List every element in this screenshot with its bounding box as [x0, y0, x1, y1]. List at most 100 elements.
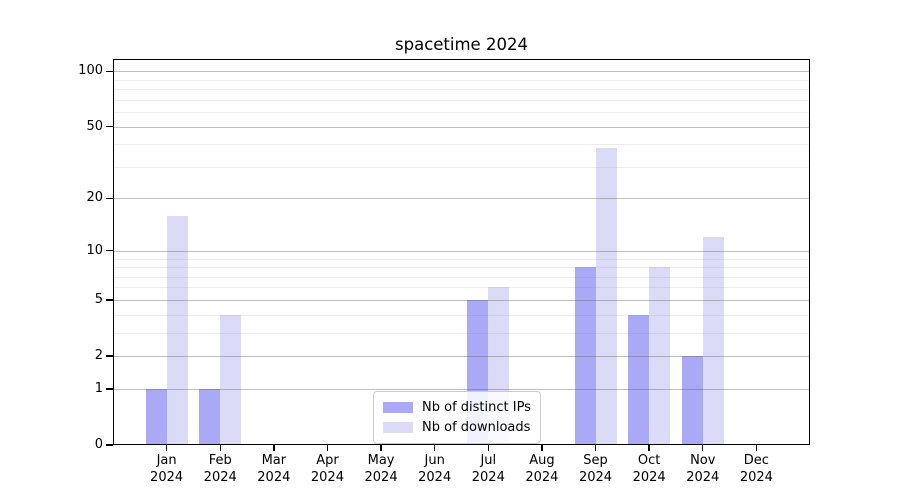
- y-axis: 0 1 2 5 10 20 50 100: [0, 0, 113, 500]
- y-tick-label: 1: [94, 380, 103, 396]
- month-label: Oct: [637, 453, 661, 468]
- month-label: Jan: [156, 453, 177, 468]
- year-label: 2024: [418, 469, 452, 485]
- year-label: 2024: [257, 469, 291, 485]
- legend-swatch: [383, 401, 413, 413]
- major-gridline: [113, 198, 810, 200]
- x-tick-mark: [487, 445, 489, 451]
- minor-gridline: [113, 99, 810, 101]
- minor-gridline: [113, 267, 810, 269]
- minor-gridline: [113, 112, 810, 114]
- major-gridline: [113, 388, 810, 390]
- year-label: 2024: [310, 469, 344, 485]
- x-tick-label: Feb 2024: [193, 453, 247, 486]
- year-label: 2024: [578, 469, 613, 485]
- legend-item: Nb of downloads: [383, 417, 531, 437]
- legend-label: Nb of distinct IPs: [422, 399, 531, 415]
- bar-distinct-ips-nov: [681, 356, 703, 445]
- x-tick-label: Oct 2024: [622, 453, 676, 486]
- minor-gridline: [113, 287, 810, 289]
- x-tick-label: Jan 2024: [140, 453, 194, 486]
- year-label: 2024: [525, 469, 559, 485]
- x-tick-label: Dec 2024: [730, 453, 784, 486]
- x-tick-mark: [380, 445, 382, 451]
- minor-gridline: [113, 276, 810, 278]
- x-tick-mark: [594, 445, 597, 451]
- legend: Nb of distinct IPs Nb of downloads: [373, 391, 541, 444]
- x-tick-label: Aug 2024: [515, 453, 569, 486]
- y-tick-mark: [106, 197, 113, 200]
- chart-title: spacetime 2024: [395, 35, 528, 54]
- bar-downloads-feb: [220, 314, 242, 445]
- major-gridline: [113, 299, 810, 301]
- legend-item: Nb of distinct IPs: [383, 397, 531, 417]
- minor-gridline: [113, 258, 810, 260]
- major-gridline: [113, 250, 810, 252]
- y-tick-mark: [106, 444, 113, 446]
- major-gridline: [113, 126, 810, 128]
- x-tick-mark: [648, 445, 650, 451]
- month-label: Mar: [261, 453, 287, 468]
- x-tick-mark: [541, 445, 543, 451]
- plot-area: [113, 59, 810, 445]
- year-label: 2024: [364, 469, 398, 485]
- bar-downloads-sep: [595, 148, 617, 445]
- bars-layer: [113, 59, 810, 445]
- y-tick-label: 0: [94, 437, 103, 452]
- year-label: 2024: [686, 469, 720, 485]
- minor-gridline: [113, 89, 810, 91]
- bar-distinct-ips-oct: [628, 314, 650, 445]
- year-label: 2024: [739, 469, 773, 485]
- x-axis: Jan 2024 Feb 2024 Mar 2024 Apr 2024 May 2024 Jun 20…: [113, 445, 810, 500]
- legend-label: Nb of downloads: [422, 419, 531, 435]
- year-label: 2024: [471, 469, 505, 485]
- month-label: Dec: [743, 453, 769, 468]
- month-label: Jun: [424, 453, 445, 468]
- y-tick-label: 10: [86, 242, 103, 258]
- legend-swatch: [383, 421, 413, 433]
- bar-downloads-jan: [166, 215, 188, 445]
- x-tick-mark: [219, 445, 221, 451]
- x-tick-mark: [326, 445, 329, 451]
- y-tick-label: 100: [78, 63, 103, 79]
- bar-distinct-ips-feb: [199, 388, 221, 445]
- year-label: 2024: [203, 469, 237, 485]
- x-tick-label: Jun 2024: [408, 453, 462, 486]
- month-label: Nov: [690, 453, 716, 468]
- year-label: 2024: [150, 469, 184, 485]
- y-tick-label: 50: [86, 118, 103, 134]
- major-gridline: [113, 71, 810, 73]
- x-tick-label: May 2024: [354, 453, 408, 486]
- x-tick-mark: [755, 445, 758, 451]
- x-tick-label: Mar 2024: [247, 453, 301, 486]
- month-label: Jul: [480, 453, 497, 468]
- bar-distinct-ips-jan: [145, 388, 167, 445]
- gridlines-layer: [113, 59, 810, 445]
- y-tick-mark: [106, 70, 113, 72]
- y-tick-label: 2: [94, 348, 103, 364]
- y-tick-mark: [106, 250, 113, 252]
- month-label: Apr: [316, 453, 339, 468]
- minor-gridline: [113, 166, 810, 168]
- x-tick-mark: [165, 445, 168, 451]
- year-label: 2024: [632, 469, 666, 485]
- x-tick-label: Apr 2024: [301, 453, 355, 486]
- x-tick-mark: [702, 445, 704, 451]
- month-label: Aug: [529, 453, 555, 468]
- x-tick-label: Sep 2024: [569, 453, 623, 486]
- y-tick-label: 5: [94, 291, 103, 307]
- minor-gridline: [113, 332, 810, 334]
- bar-downloads-nov: [702, 237, 724, 445]
- minor-gridline: [113, 314, 810, 316]
- bar-downloads-oct: [649, 267, 671, 445]
- y-tick-mark: [106, 299, 113, 301]
- y-tick-mark: [106, 125, 113, 128]
- bar-distinct-ips-sep: [574, 267, 596, 445]
- x-tick-label: Nov 2024: [676, 453, 730, 486]
- y-tick-mark: [106, 355, 113, 357]
- x-tick-mark: [433, 445, 436, 451]
- month-label: Sep: [583, 453, 608, 468]
- month-label: May: [367, 453, 395, 468]
- x-tick-mark: [273, 445, 275, 451]
